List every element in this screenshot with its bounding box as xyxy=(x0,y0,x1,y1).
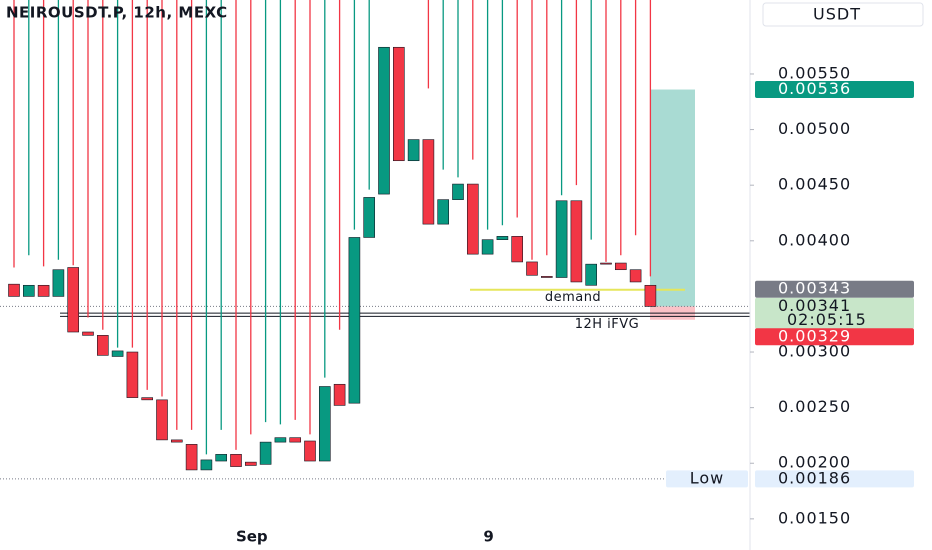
price-tag xyxy=(755,297,914,329)
y-tick-label: 0.00400 xyxy=(778,230,851,249)
candle-body xyxy=(171,439,183,443)
candle-body xyxy=(378,46,390,195)
candle-body xyxy=(215,454,227,462)
candle-body xyxy=(289,437,302,443)
candle-body xyxy=(22,284,35,297)
currency-label[interactable]: USDT xyxy=(813,5,861,24)
price-tag xyxy=(755,81,914,99)
low-value-label: 0.00186 xyxy=(778,468,851,487)
currency-button[interactable] xyxy=(762,2,924,27)
candle-body xyxy=(97,335,109,356)
y-tick-label: 0.00200 xyxy=(778,453,851,472)
candle-body xyxy=(555,200,568,278)
plot-area: 12H iFVG demand xyxy=(0,0,750,480)
low-badge xyxy=(666,470,748,488)
price-axis: 0.00550 0.00500 0.00450 0.00400 0.00300 0.002… xyxy=(749,0,914,550)
candle-body xyxy=(570,200,583,283)
price-tag-label: 0.00329 xyxy=(778,326,851,345)
candle-body xyxy=(407,139,420,162)
position-profit-zone xyxy=(650,89,695,307)
candle-body xyxy=(333,383,346,406)
candle-body xyxy=(392,46,405,162)
price-tag xyxy=(755,280,914,298)
countdown: 02:05:15 xyxy=(787,310,867,329)
low-tag xyxy=(755,470,914,488)
candle-body xyxy=(185,444,198,471)
candle-body xyxy=(52,269,65,297)
x-tick-label: Sep xyxy=(236,528,268,546)
candle-body xyxy=(318,386,331,462)
candle-body xyxy=(600,262,612,265)
y-tick-label: 0.00450 xyxy=(778,175,851,194)
candle-body xyxy=(614,262,627,271)
candle-body xyxy=(8,283,20,297)
candle-body xyxy=(230,454,242,467)
candle-body xyxy=(274,437,287,443)
candle-body xyxy=(452,183,464,200)
candle-body xyxy=(111,350,124,357)
price-tag-label: 0.00341 xyxy=(778,296,851,315)
y-tick-label: 0.00550 xyxy=(778,63,851,82)
y-tick-label: 0.00300 xyxy=(778,342,851,361)
candle-body xyxy=(156,399,168,441)
candle-body xyxy=(496,236,509,240)
candle-body xyxy=(437,199,450,225)
candle-body xyxy=(644,284,657,307)
ifvg-label: 12H iFVG xyxy=(575,317,640,332)
y-tick-label: 0.00500 xyxy=(778,119,851,138)
candle-body xyxy=(466,183,479,255)
candle-body xyxy=(304,440,316,462)
price-tag-label: 0.00343 xyxy=(778,279,851,298)
candle-body xyxy=(82,331,94,336)
candle-body xyxy=(37,284,50,297)
y-tick-label: 0.00250 xyxy=(778,397,851,416)
candle-body xyxy=(126,351,139,398)
low-label: Low xyxy=(690,468,725,487)
candle-body xyxy=(200,459,213,471)
candle-body xyxy=(67,267,79,333)
candle-body xyxy=(348,237,361,404)
candle-body xyxy=(540,276,553,278)
y-tick-label: 0.00150 xyxy=(778,508,851,527)
candle-body xyxy=(259,441,272,465)
candle-body xyxy=(481,239,494,255)
price-tag-label: 0.00536 xyxy=(778,79,851,98)
chart-title: NEIROUSDT.P, 12h, MEXC xyxy=(6,4,228,22)
candle-body xyxy=(629,269,642,283)
candle-body xyxy=(526,261,538,276)
candle-body xyxy=(363,197,376,238)
candle-body xyxy=(245,461,257,466)
candle-body xyxy=(511,236,524,263)
x-tick-label: 9 xyxy=(483,528,493,546)
candle-body xyxy=(585,263,598,286)
candle-body xyxy=(141,397,153,401)
candle-body xyxy=(422,139,435,225)
price-tag xyxy=(755,328,914,346)
demand-label: demand xyxy=(545,290,601,305)
